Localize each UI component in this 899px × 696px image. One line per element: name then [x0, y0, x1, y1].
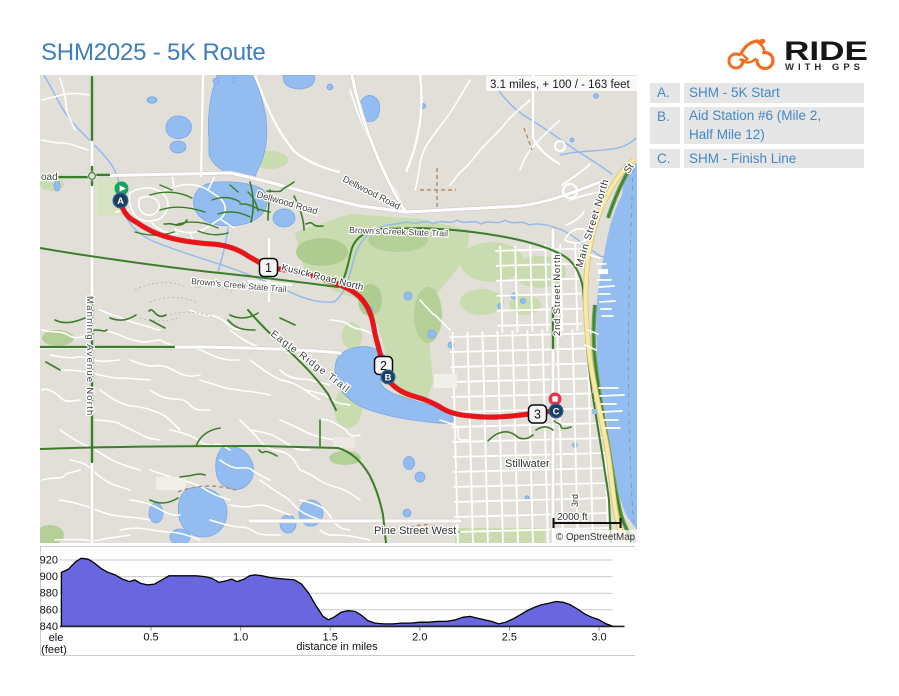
svg-text:860: 860 [40, 604, 58, 616]
svg-text:(feet): (feet) [41, 644, 67, 656]
svg-text:RIDE: RIDE [784, 36, 868, 66]
svg-text:900: 900 [40, 571, 58, 583]
svg-text:Brown's Creek State Trail: Brown's Creek State Trail [349, 225, 448, 238]
svg-text:distance in miles: distance in miles [296, 641, 378, 653]
svg-text:3.1 miles, + 100 / - 163 feet: 3.1 miles, + 100 / - 163 feet [490, 79, 630, 91]
svg-text:840: 840 [40, 621, 58, 633]
svg-text:Pine Street West: Pine Street West [374, 525, 456, 537]
svg-text:920: 920 [40, 555, 58, 567]
svg-text:Manning Avenue North: Manning Avenue North [84, 296, 95, 416]
svg-text:ele: ele [49, 632, 64, 644]
svg-text:1.5: 1.5 [323, 632, 338, 644]
svg-text:2nd Street North: 2nd Street North [552, 253, 563, 336]
svg-text:1: 1 [265, 261, 272, 275]
svg-text:Stillwater: Stillwater [505, 458, 550, 470]
svg-text:© OpenStreetMap: © OpenStreetMap [556, 532, 636, 543]
svg-text:3.0: 3.0 [591, 632, 606, 644]
svg-text:C: C [553, 407, 560, 418]
svg-text:oad: oad [41, 172, 58, 183]
svg-text:3: 3 [534, 408, 541, 422]
svg-text:0.5: 0.5 [143, 632, 158, 644]
svg-text:A: A [117, 196, 124, 207]
svg-text:3rd: 3rd [570, 494, 580, 507]
svg-text:880: 880 [40, 588, 58, 600]
svg-text:2.5: 2.5 [502, 632, 517, 644]
svg-text:WITH GPS: WITH GPS [785, 62, 865, 72]
svg-text:1.0: 1.0 [233, 632, 248, 644]
svg-text:2: 2 [380, 359, 387, 373]
svg-text:2000 ft: 2000 ft [557, 512, 588, 523]
svg-text:2.0: 2.0 [412, 632, 427, 644]
svg-text:B: B [385, 373, 392, 384]
